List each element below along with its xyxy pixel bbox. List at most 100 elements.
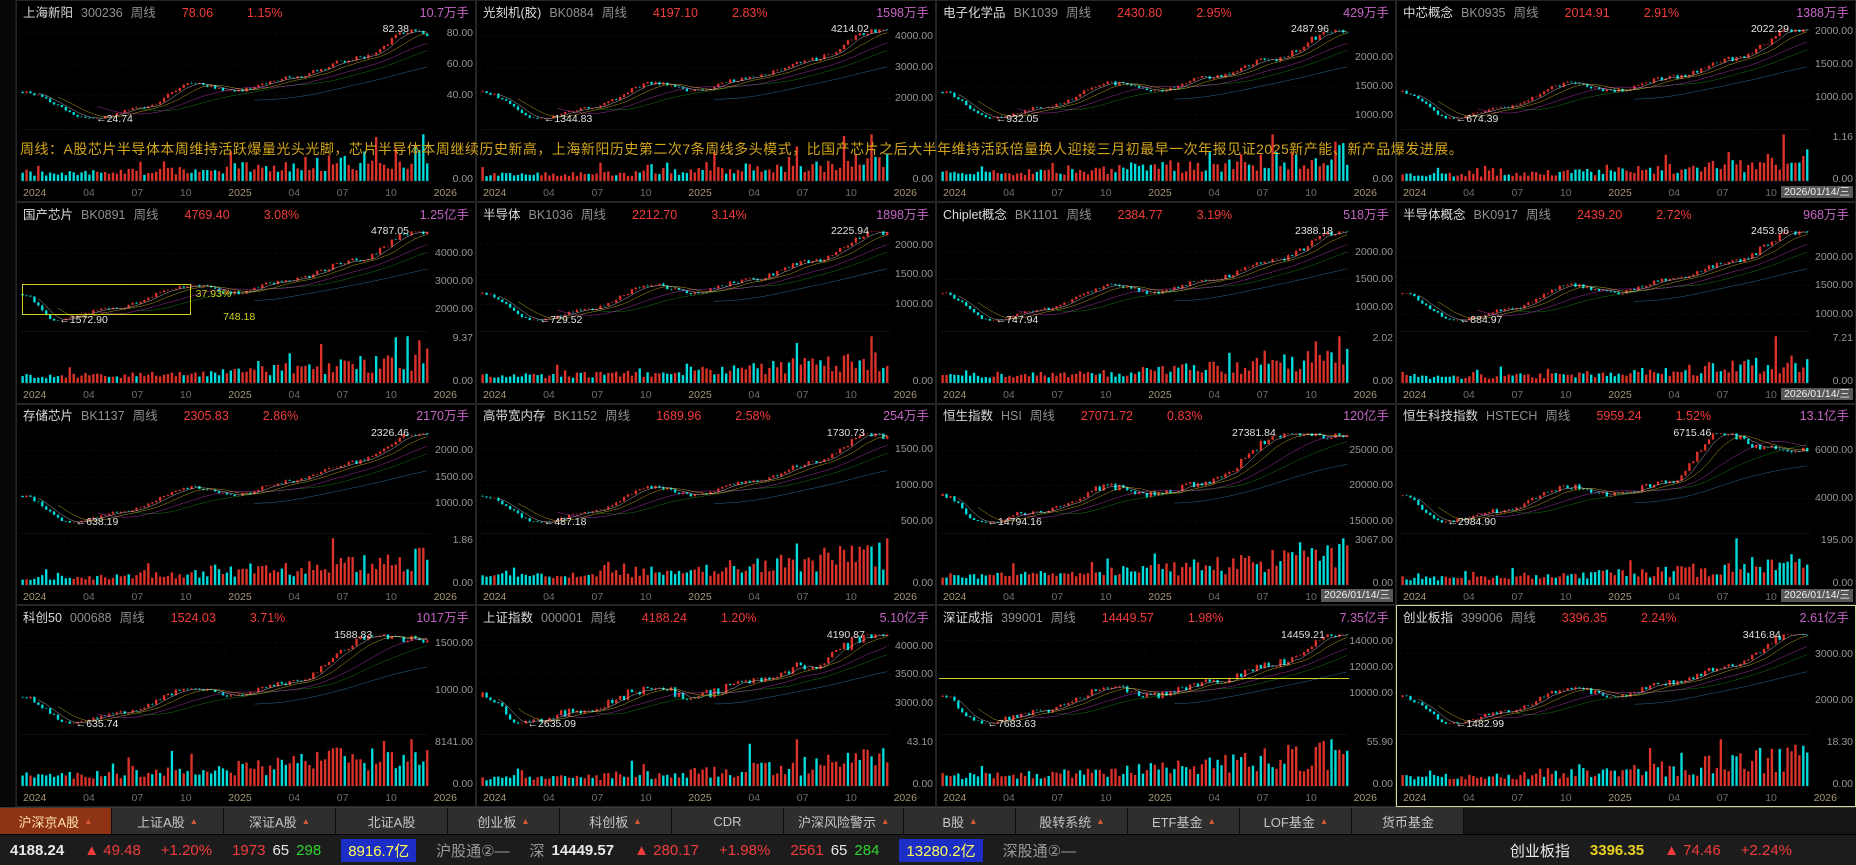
sz-turnover[interactable]: 13280.2亿: [899, 838, 983, 862]
chart-panel-300236[interactable]: 上海新阳 300236 周线 78.06 1.15% 10.7万手 80.00 6…: [16, 0, 476, 202]
date-tick: 07: [1256, 792, 1269, 805]
chart-area[interactable]: 4000.00 3000.00 2000.00 9.37 0.00 4787.05 ←157…: [17, 224, 475, 388]
chart-area[interactable]: 2000.00 1500.00 1000.00 0.00 2487.96 ←932.05: [937, 22, 1395, 186]
tab-hu-shen-jing-a[interactable]: 沪深京A股 ▲: [0, 808, 112, 834]
date-tick: 2024: [943, 388, 967, 401]
chart-panel-BK1036[interactable]: 半导体 BK1036 周线 2212.70 3.14% 1898万手 2000.…: [476, 201, 936, 404]
chart-area[interactable]: 2000.00 1500.00 1000.00 7.21 0.00 2453.96 ←884…: [1397, 224, 1855, 388]
chart-area[interactable]: 25000.00 20000.00 15000.00 3067.00 0.00 27381…: [937, 426, 1395, 590]
instrument-name[interactable]: 中芯概念: [1403, 5, 1454, 20]
chart-panel-BK1101[interactable]: Chiplet概念 BK1101 周线 2384.77 3.19% 518万手 …: [936, 201, 1396, 404]
chart-panel-HSTECH[interactable]: 恒生科技指数 HSTECH 周线 5959.24 1.52% 13.1亿手 60…: [1396, 403, 1856, 606]
instrument-name[interactable]: 深证成指: [943, 611, 994, 625]
instrument-name[interactable]: 半导体: [483, 207, 521, 222]
candlestick-volume-chart[interactable]: [477, 627, 935, 791]
chart-area[interactable]: 14000.00 12000.00 10000.00 55.90 0.00 14459.2…: [937, 627, 1395, 791]
sh-index-value[interactable]: 4188.24: [10, 841, 65, 859]
chart-panel-000001[interactable]: 上证指数 000001 周线 4188.24 1.20% 5.10亿手 4000…: [476, 605, 936, 807]
price-axis-label: 500.00: [900, 515, 933, 527]
instrument-name[interactable]: 电子化学品: [943, 5, 1006, 20]
tab-cdr[interactable]: CDR: [672, 808, 784, 834]
chart-panel-000688[interactable]: 科创50 000688 周线 1524.03 3.71% 1017万手 1500…: [16, 605, 476, 807]
chart-panel-BK0891[interactable]: 国产芯片 BK0891 周线 4769.40 3.08% 1.25亿手 4000…: [16, 201, 476, 404]
price-axis-label: 1500.00: [1355, 273, 1393, 286]
candlestick-volume-chart[interactable]: [17, 22, 475, 186]
tab-guzhuan-system[interactable]: 股转系统 ▲: [1016, 808, 1129, 834]
chart-area[interactable]: 6000.00 4000.00 195.00 0.00 6715.46 ←2984.90: [1397, 426, 1855, 590]
candlestick-volume-chart[interactable]: [1397, 426, 1855, 590]
chart-area[interactable]: 4000.00 3500.00 3000.00 43.10 0.00 4190.87 ←26…: [477, 627, 935, 791]
volume-axis-label: 0.00: [452, 172, 473, 185]
candlestick-volume-chart[interactable]: [17, 224, 475, 388]
candlestick-volume-chart[interactable]: [1397, 22, 1855, 186]
tab-monetary-fund[interactable]: 货币基金: [1352, 808, 1465, 834]
current-volume: 7.35亿手: [1339, 611, 1389, 625]
instrument-name[interactable]: 恒生科技指数: [1403, 409, 1479, 424]
candlestick-volume-chart[interactable]: [477, 22, 935, 186]
tab-kechuangban[interactable]: 科创板 ▲: [560, 808, 672, 834]
high-price-tag: 4190.87: [826, 628, 865, 641]
chart-area[interactable]: 2000.00 1500.00 1000.00 0.00 2225.94 ←729.52: [477, 224, 935, 388]
sh-turnover[interactable]: 8916.7亿: [341, 838, 417, 862]
price-axis-label: 1000.00: [895, 479, 933, 492]
cyb-index-label[interactable]: 创业板指: [1509, 842, 1570, 860]
instrument-name[interactable]: 光刻机(胶): [483, 5, 542, 20]
chart-panel-BK0935[interactable]: 中芯概念 BK0935 周线 2014.91 2.91% 1388万手 2000…: [1396, 0, 1856, 202]
chart-area[interactable]: 4000.00 3000.00 2000.00 0.00 4214.02 ←1344.83: [477, 22, 935, 186]
chart-area[interactable]: 2000.00 1500.00 1000.00 2.02 0.00 2388.18 ←747…: [937, 224, 1395, 388]
chart-area[interactable]: 80.00 60.00 40.00 0.00 82.38 ←24.74: [17, 22, 475, 186]
tab-chuangyeban[interactable]: 创业板 ▲: [448, 808, 560, 834]
instrument-name[interactable]: 创业板指: [1403, 611, 1454, 625]
instrument-name[interactable]: 科创50: [23, 611, 62, 625]
instrument-name[interactable]: 高带宽内存: [483, 409, 546, 424]
chart-panel-BK1137[interactable]: 存储芯片 BK1137 周线 2305.83 2.86% 2170万手 2000…: [16, 403, 476, 606]
date-tick: 04: [1208, 388, 1221, 401]
chart-panel-BK0884[interactable]: 光刻机(胶) BK0884 周线 4197.10 2.83% 1598万手 40…: [476, 0, 936, 202]
instrument-name[interactable]: 上证指数: [483, 611, 534, 625]
sz-index-value[interactable]: 14449.57: [551, 841, 615, 859]
chart-panel-HSI[interactable]: 恒生指数 HSI 周线 27071.72 0.83% 120亿手 25000.0…: [936, 403, 1396, 606]
tab-lof-fund[interactable]: LOF基金 ▲: [1240, 808, 1353, 834]
date-tick: 07: [336, 792, 349, 805]
tab-risk-warning[interactable]: 沪深风险警示 ▲: [784, 808, 905, 834]
date-axis: 2024 04 07 10 2025 04 07 10 2026: [937, 388, 1395, 403]
chart-area[interactable]: 1500.00 1000.00 500.00 0.00 1730.73 ←487.18: [477, 426, 935, 590]
tab-b-share[interactable]: B股 ▲: [904, 808, 1017, 834]
candlestick-volume-chart[interactable]: [477, 426, 935, 590]
candlestick-volume-chart[interactable]: [1397, 224, 1855, 388]
candlestick-volume-chart[interactable]: [17, 426, 475, 590]
instrument-name[interactable]: Chiplet概念: [943, 207, 1007, 222]
chart-panel-BK1039[interactable]: 电子化学品 BK1039 周线 2430.80 2.95% 429万手 2000…: [936, 0, 1396, 202]
candlestick-volume-chart[interactable]: [937, 22, 1395, 186]
candlestick-volume-chart[interactable]: [937, 627, 1395, 791]
chart-area[interactable]: 1500.00 1000.00 8141.00 0.00 1588.83 ←635.74: [17, 627, 475, 791]
chart-panel-399001[interactable]: 深证成指 399001 周线 14449.57 1.98% 7.35亿手 140…: [936, 605, 1396, 807]
chart-panel-BK0917[interactable]: 半导体概念 BK0917 周线 2439.20 2.72% 968万手 2000…: [1396, 201, 1856, 404]
candlestick-volume-chart[interactable]: [1397, 627, 1855, 791]
tab-sh-a[interactable]: 上证A股 ▲: [112, 808, 224, 834]
period-label: 周线: [601, 5, 627, 20]
tab-bj-a[interactable]: 北证A股: [336, 808, 448, 834]
chart-panel-399006[interactable]: 创业板指 399006 周线 3396.35 2.24% 2.61亿手 3000…: [1396, 605, 1856, 807]
panel-title-row: 恒生科技指数 HSTECH 周线 5959.24 1.52% 13.1亿手: [1397, 405, 1855, 426]
instrument-name[interactable]: 恒生指数: [943, 409, 994, 424]
chart-area[interactable]: 2000.00 1500.00 1000.00 1.16 0.00 2022.29 ←674…: [1397, 22, 1855, 186]
date-tick: 07: [131, 590, 144, 603]
low-price-tag: ←635.74: [75, 717, 119, 730]
candlestick-volume-chart[interactable]: [17, 627, 475, 791]
instrument-name[interactable]: 上海新阳: [23, 5, 74, 20]
instrument-name[interactable]: 存储芯片: [23, 409, 74, 424]
chart-area[interactable]: 3000.00 2000.00 18.30 0.00 3416.84 ←1482.99: [1397, 627, 1855, 791]
sh-flat-count: 65: [272, 841, 290, 859]
volume-axis-label: 0.00: [1832, 374, 1853, 387]
tab-etf-fund[interactable]: ETF基金 ▲: [1128, 808, 1241, 834]
tab-sz-a[interactable]: 深证A股 ▲: [224, 808, 336, 834]
instrument-name[interactable]: 国产芯片: [23, 207, 74, 222]
candlestick-volume-chart[interactable]: [477, 224, 935, 388]
high-price-tag: 1730.73: [826, 426, 865, 439]
instrument-name[interactable]: 半导体概念: [1403, 207, 1466, 222]
candlestick-volume-chart[interactable]: [937, 426, 1395, 590]
chart-area[interactable]: 2000.00 1500.00 1000.00 1.86 0.00 2326.46 ←638…: [17, 426, 475, 590]
candlestick-volume-chart[interactable]: [937, 224, 1395, 388]
chart-panel-BK1152[interactable]: 高带宽内存 BK1152 周线 1689.96 2.58% 254万手 1500…: [476, 403, 936, 606]
